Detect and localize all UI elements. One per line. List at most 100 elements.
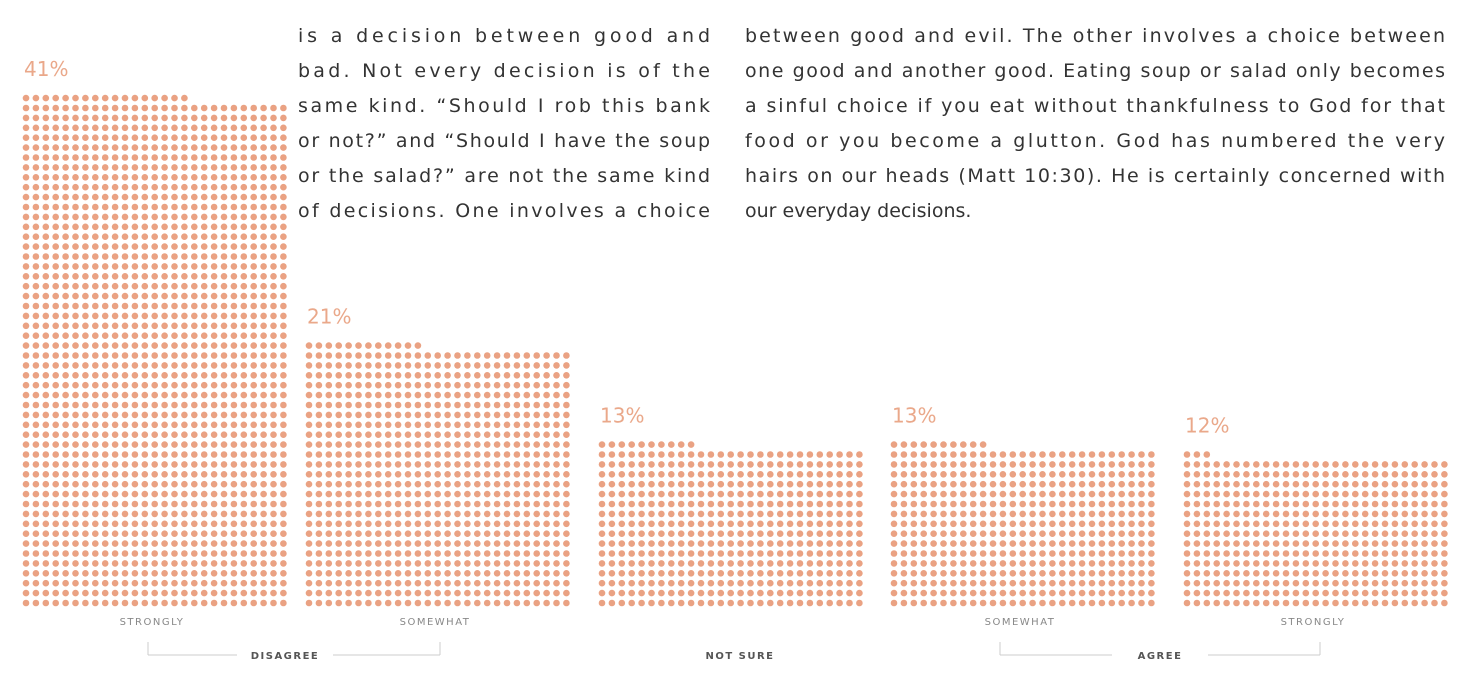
dot <box>483 372 491 379</box>
dot <box>999 520 1007 528</box>
dot <box>1213 530 1220 537</box>
dot <box>141 243 149 250</box>
dot <box>523 530 531 537</box>
dot <box>920 490 927 498</box>
dot <box>910 550 918 557</box>
dot <box>171 411 178 419</box>
dot <box>999 510 1007 518</box>
dot <box>989 490 997 498</box>
dot <box>52 342 59 349</box>
dot <box>960 451 967 458</box>
dot <box>1148 490 1155 498</box>
dot <box>101 599 109 607</box>
dot <box>171 332 178 340</box>
dot <box>1352 589 1359 597</box>
dot <box>394 381 402 389</box>
dot <box>220 302 228 310</box>
dot <box>648 490 655 498</box>
dot <box>424 579 432 587</box>
dot <box>101 421 109 429</box>
dot <box>82 213 89 221</box>
dot <box>543 391 550 399</box>
dot <box>250 144 257 151</box>
dot <box>533 352 540 359</box>
dot <box>270 500 277 508</box>
dot <box>151 391 158 399</box>
dot <box>1068 451 1076 458</box>
dot <box>305 530 313 537</box>
dot <box>503 570 511 577</box>
dot <box>365 579 372 587</box>
dot <box>52 243 59 250</box>
dot <box>1108 480 1116 488</box>
dot <box>22 401 30 409</box>
dot <box>181 104 188 112</box>
dot <box>181 134 188 141</box>
dot <box>493 471 501 478</box>
dot <box>668 471 675 478</box>
dot <box>345 461 352 468</box>
dot <box>171 471 178 478</box>
dot <box>151 362 158 369</box>
dot <box>220 431 228 439</box>
dot <box>335 490 343 498</box>
dot <box>32 362 40 369</box>
dot <box>1049 530 1056 537</box>
dot <box>1272 461 1280 468</box>
dot <box>1411 540 1418 547</box>
dot <box>697 599 705 607</box>
dot <box>776 490 784 498</box>
dot <box>22 421 30 429</box>
dot <box>503 471 511 478</box>
dot <box>32 154 40 161</box>
dot <box>836 480 843 488</box>
dot <box>131 193 139 201</box>
dot <box>131 540 139 547</box>
dot <box>1253 480 1260 488</box>
dot <box>1441 500 1448 508</box>
dot <box>513 421 521 429</box>
dot <box>52 114 59 122</box>
dot <box>563 391 570 399</box>
dot <box>325 530 333 537</box>
dot <box>553 599 560 607</box>
dot <box>280 114 287 122</box>
dot <box>375 530 382 537</box>
dot <box>375 599 382 607</box>
dot <box>325 352 333 359</box>
dot <box>1282 510 1290 518</box>
dot <box>1128 560 1135 567</box>
dot <box>220 164 228 171</box>
dot <box>474 540 481 547</box>
dot <box>200 114 208 122</box>
dot <box>826 560 833 567</box>
dot <box>111 451 119 458</box>
dot <box>920 570 927 577</box>
dot <box>305 510 313 518</box>
dot <box>930 530 937 537</box>
dot <box>101 560 109 567</box>
dot <box>1088 540 1096 547</box>
dot <box>260 560 267 567</box>
dot <box>161 104 168 112</box>
dot <box>22 589 30 597</box>
paragraph-line: our everyday decisions. <box>745 200 971 222</box>
dot <box>424 589 432 597</box>
paragraph-line: of decisions. One involves a choice <box>298 200 710 222</box>
dot <box>648 579 655 587</box>
dot <box>1441 480 1448 488</box>
dot <box>62 164 69 171</box>
dot <box>111 213 119 221</box>
dot-bar <box>598 441 863 607</box>
dot <box>856 599 863 607</box>
dot <box>210 570 218 577</box>
dot <box>608 441 616 448</box>
dot <box>111 263 119 270</box>
dot <box>384 381 392 389</box>
dot <box>121 520 129 528</box>
dot <box>22 233 30 240</box>
dot <box>786 530 794 537</box>
dot <box>92 500 99 508</box>
dot <box>767 589 774 597</box>
dot <box>1342 490 1349 498</box>
